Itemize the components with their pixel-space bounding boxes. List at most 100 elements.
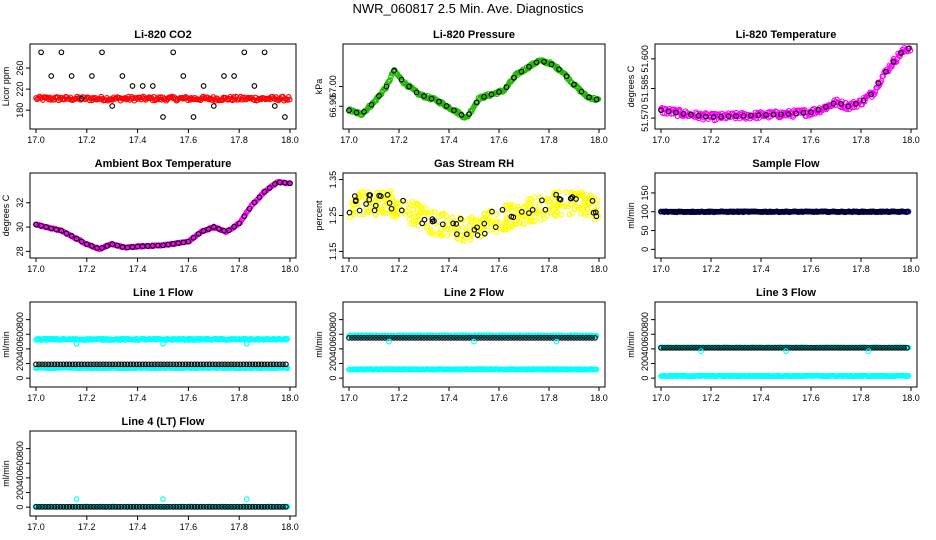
line1-point: [216, 361, 222, 368]
line2-x-tick-label: 17.6: [490, 393, 508, 403]
line2-point: [406, 335, 412, 341]
line1-point: [36, 361, 42, 368]
rh-point: [593, 213, 600, 220]
rh-point: [486, 208, 493, 215]
box_temp-point: [200, 228, 207, 234]
rh-point: [536, 201, 543, 208]
line4-point: [69, 503, 76, 510]
box_temp-point: [99, 245, 105, 251]
line1-point: [270, 361, 277, 368]
line4-point: [234, 503, 241, 510]
rh-data: [346, 187, 602, 244]
box_temp-point: [195, 231, 202, 237]
sample_flow-point: [748, 208, 754, 215]
rh-point: [496, 219, 503, 226]
rh-point: [503, 220, 510, 226]
rh-point: [533, 207, 540, 214]
line1-point: [283, 361, 289, 368]
box_temp-plot-frame: [29, 172, 297, 259]
sample_flow-x-tick-label: 17.4: [752, 264, 770, 274]
line2-point: [520, 335, 526, 341]
pressure-point: [496, 89, 502, 95]
line1-point: [66, 361, 73, 368]
rh-point: [440, 210, 447, 217]
line1-point: [280, 361, 286, 368]
line4-point: [155, 503, 161, 510]
temperature-y-tick-label: 51.570: [640, 104, 650, 132]
rh-point: [568, 195, 575, 202]
sample_flow-point: [694, 208, 700, 215]
rh-x-tick-label: 17.2: [390, 264, 408, 274]
line3-y-tick-label: 400: [640, 341, 650, 356]
line3-point: [874, 344, 880, 351]
line2-point: [421, 335, 427, 341]
sample_flow-y-tick-label: 0: [640, 247, 650, 252]
line3-point: [691, 344, 697, 351]
line1-point: [73, 340, 80, 347]
line2-point: [346, 335, 352, 341]
sample_flow-point: [817, 208, 823, 215]
co2-point: [99, 49, 105, 56]
pressure-y-tick-label: 67.00: [328, 75, 338, 98]
rh-point: [429, 209, 435, 215]
line1-y-label: ml/min: [1, 331, 11, 358]
line2-point: [364, 335, 370, 341]
sample_flow-point: [844, 208, 850, 215]
line2-point: [553, 335, 559, 341]
line4-point: [142, 503, 149, 510]
rh-point: [539, 197, 545, 204]
rh-point: [589, 198, 596, 204]
box_temp-point: [89, 243, 95, 249]
temperature-point: [905, 45, 912, 52]
line4-point: [280, 503, 286, 510]
line2-point: [502, 335, 508, 341]
temperature-point: [688, 111, 694, 118]
co2-point: [89, 73, 95, 79]
rh-point: [481, 220, 488, 227]
line2-point: [487, 335, 493, 341]
rh-point: [389, 196, 396, 203]
co2-point: [190, 114, 197, 120]
line4-point: [152, 503, 158, 510]
co2-point: [241, 49, 248, 56]
line3-point: [844, 344, 850, 351]
line2-point: [442, 335, 448, 341]
line2-point: [475, 335, 481, 341]
line1-point: [75, 361, 82, 368]
rh-point: [388, 205, 395, 212]
line2-point: [409, 335, 415, 341]
rh-point: [453, 221, 460, 227]
sample_flow-point: [688, 208, 694, 215]
box_temp-point: [73, 235, 80, 242]
temperature-point: [823, 104, 829, 110]
box_temp-point: [68, 233, 75, 239]
temperature-point: [839, 98, 845, 105]
rh-point: [487, 227, 493, 234]
line2-point: [379, 335, 385, 341]
sample_flow-point: [805, 208, 811, 215]
line1-point: [161, 361, 167, 368]
line2-point: [532, 335, 538, 341]
line4-point: [246, 503, 253, 510]
line3-y-tick-label: 0: [640, 376, 650, 381]
line2-point: [386, 338, 392, 345]
line2-point: [454, 335, 460, 341]
pressure-point: [443, 103, 450, 109]
line3-point: [826, 344, 832, 351]
line3-point: [811, 344, 817, 351]
co2-point: [139, 83, 146, 89]
rh-x-tick-label: 17.0: [340, 264, 358, 274]
line4-point: [115, 503, 122, 510]
line1-point: [106, 361, 113, 368]
rh-point: [577, 192, 583, 198]
pressure-point: [473, 99, 480, 106]
sample_flow-point: [733, 208, 739, 215]
line3-point: [799, 344, 805, 351]
rh-y-tick-label: 1.35: [328, 171, 338, 189]
line4-x-tick-label: 17.4: [129, 522, 147, 532]
line1-point: [203, 361, 210, 368]
box_temp-x-tick-label: 17.4: [129, 264, 147, 274]
line4-point: [45, 503, 52, 510]
page-title: NWR_060817 2.5 Min. Ave. Diagnostics: [352, 1, 584, 16]
line3-point: [661, 344, 667, 351]
